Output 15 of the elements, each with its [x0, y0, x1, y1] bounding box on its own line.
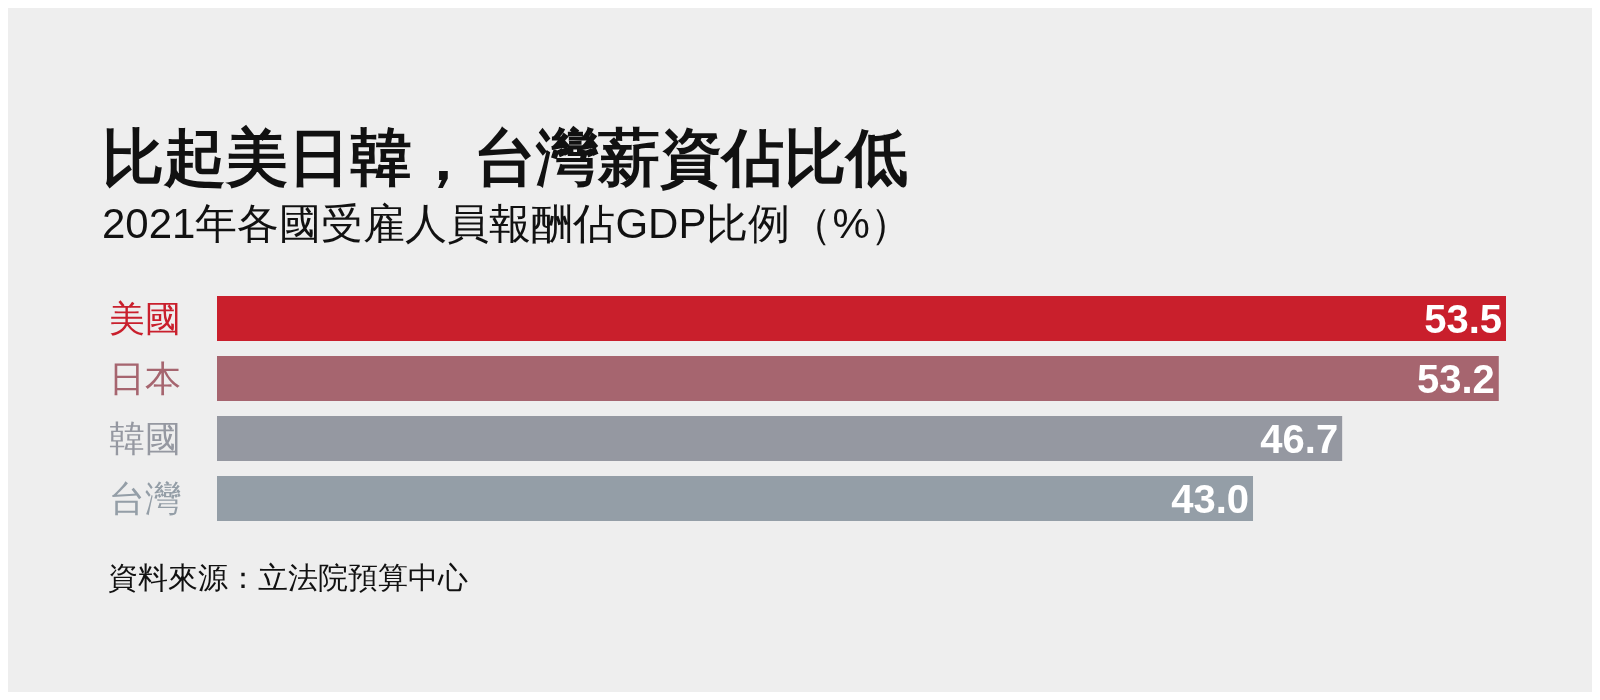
data-label: 43.0	[1171, 476, 1250, 521]
y-tick-label: 台灣	[109, 477, 181, 519]
data-label: 46.7	[1260, 416, 1339, 461]
bar	[217, 356, 1499, 401]
source-note: 資料來源：立法院預算中心	[108, 560, 468, 596]
y-tick-label: 日本	[109, 357, 181, 399]
chart-title: 比起美日韓，台灣薪資佔比低	[102, 122, 908, 194]
bar	[217, 416, 1343, 461]
data-label: 53.2	[1416, 356, 1495, 401]
y-tick-label: 美國	[109, 297, 181, 339]
bar	[217, 296, 1506, 341]
y-tick-label: 韓國	[109, 417, 181, 459]
bar	[217, 476, 1254, 521]
data-label: 53.5	[1424, 296, 1502, 341]
chart-subtitle: 2021年各國受雇人員報酬佔GDP比例（%）	[102, 199, 912, 249]
